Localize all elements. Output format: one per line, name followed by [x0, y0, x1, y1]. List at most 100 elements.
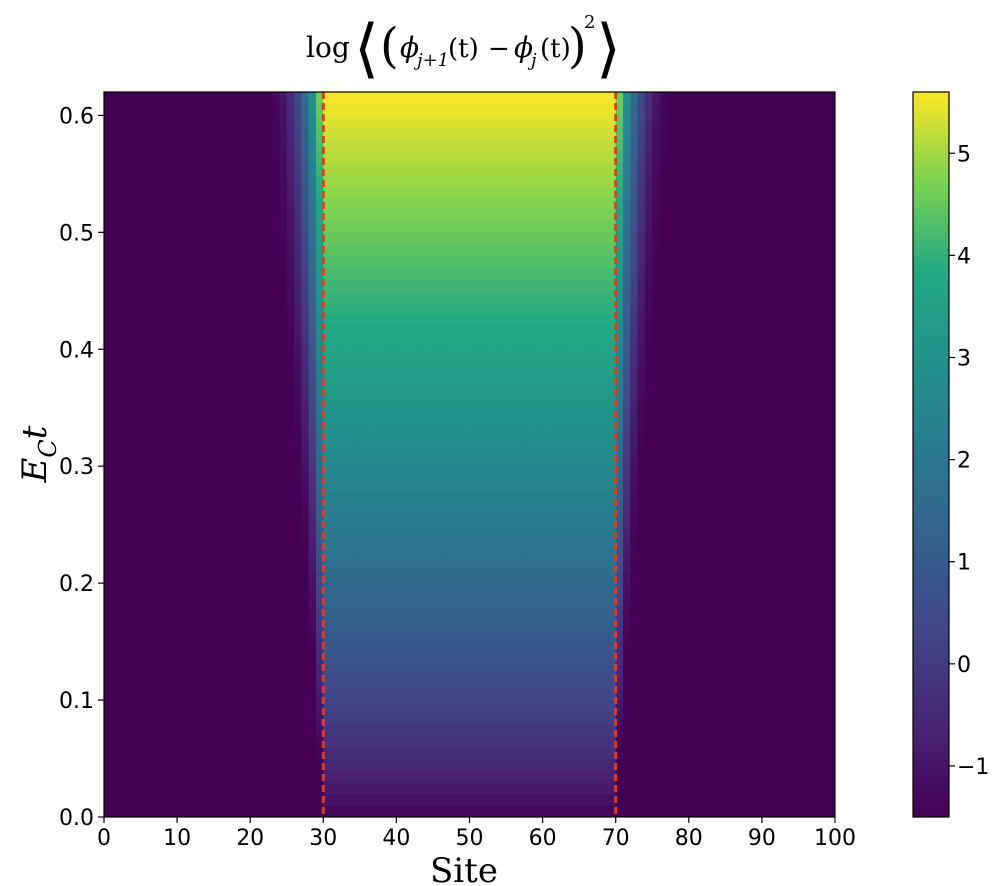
- heatmap-cell: [542, 92, 551, 105]
- title-sub-2: j: [527, 50, 537, 71]
- heatmap-cell: [381, 267, 390, 280]
- heatmap-cell: [520, 711, 529, 725]
- heatmap-cell: [199, 548, 207, 561]
- heatmap-cell: [681, 431, 690, 444]
- heatmap-cell: [169, 162, 178, 175]
- heatmap-cell: [125, 735, 134, 748]
- heatmap-cell: [469, 548, 478, 561]
- heatmap-cell: [637, 232, 646, 245]
- heatmap-cell: [330, 477, 339, 491]
- heatmap-cell: [140, 489, 149, 502]
- heatmap-cell: [447, 524, 456, 537]
- heatmap-cell: [659, 337, 668, 350]
- heatmap-cell: [206, 758, 215, 771]
- heatmap-cell: [264, 244, 273, 257]
- heatmap-cell: [111, 103, 120, 116]
- heatmap-cell: [615, 583, 624, 596]
- heatmap-cell: [630, 793, 639, 806]
- heatmap-cell: [440, 793, 449, 806]
- heatmap-cell: [169, 629, 178, 643]
- heatmap-cell: [615, 419, 624, 432]
- heatmap-cell: [228, 512, 237, 526]
- heatmap-cell: [454, 92, 463, 105]
- heatmap-cell: [381, 138, 390, 152]
- heatmap-cell: [571, 548, 580, 561]
- heatmap-cell: [257, 407, 266, 421]
- heatmap-cell: [418, 618, 427, 631]
- heatmap-cell: [191, 489, 200, 502]
- heatmap-cell: [579, 173, 588, 187]
- heatmap-cell: [520, 92, 529, 105]
- heatmap-cell: [337, 793, 346, 806]
- heatmap-cell: [111, 594, 120, 608]
- heatmap-cell: [177, 360, 186, 374]
- heatmap-cell: [337, 92, 346, 105]
- heatmap-cell: [294, 314, 302, 327]
- heatmap-cell: [147, 466, 156, 479]
- heatmap-cell: [104, 618, 112, 631]
- heatmap-cell: [389, 805, 397, 817]
- heatmap-cell: [359, 232, 368, 245]
- heatmap-cell: [389, 700, 397, 713]
- heatmap-cell: [104, 360, 112, 374]
- heatmap-cell: [491, 302, 500, 315]
- heatmap-cell: [250, 267, 259, 280]
- heatmap-cell: [542, 349, 551, 362]
- heatmap-cell: [630, 267, 639, 280]
- heatmap-cell: [608, 232, 617, 245]
- heatmap-cell: [330, 583, 339, 596]
- heatmap-cell: [162, 512, 171, 526]
- heatmap-cell: [111, 583, 120, 596]
- heatmap-cell: [301, 641, 310, 654]
- heatmap-cell: [652, 337, 661, 350]
- heatmap-cell: [250, 337, 259, 350]
- heatmap-cell: [520, 431, 529, 444]
- heatmap-cell: [506, 594, 514, 608]
- title-power: 2: [584, 12, 595, 33]
- heatmap-cell: [469, 314, 478, 327]
- heatmap-cell: [147, 501, 156, 514]
- heatmap-cell: [498, 559, 507, 573]
- heatmap-cell: [608, 244, 617, 257]
- heatmap-cell: [147, 314, 156, 327]
- heatmap-cell: [206, 302, 215, 315]
- heatmap-cell: [418, 197, 427, 210]
- heatmap-cell: [242, 302, 251, 315]
- heatmap-cell: [579, 746, 588, 760]
- heatmap-cell: [527, 606, 536, 619]
- heatmap-cell: [308, 138, 317, 152]
- heatmap-cell: [118, 150, 127, 163]
- heatmap-cell: [199, 92, 207, 105]
- heatmap-cell: [155, 349, 164, 362]
- heatmap-cell: [257, 688, 266, 701]
- heatmap-cell: [345, 349, 354, 362]
- heatmap-cell: [359, 92, 368, 105]
- heatmap-cell: [615, 746, 624, 760]
- heatmap-cell: [206, 349, 215, 362]
- heatmap-cell: [345, 454, 354, 467]
- heatmap-cell: [396, 758, 405, 771]
- heatmap-cell: [125, 337, 134, 350]
- heatmap-cell: [155, 360, 164, 374]
- heatmap-cell: [228, 220, 237, 233]
- heatmap-cell: [374, 127, 383, 140]
- heatmap-cell: [601, 442, 609, 456]
- heatmap-cell: [162, 594, 171, 608]
- heatmap-cell: [608, 618, 617, 631]
- title-angle-open: ⟨: [354, 12, 379, 86]
- heatmap-cell: [644, 384, 653, 397]
- heatmap-cell: [506, 758, 514, 771]
- heatmap-cell: [403, 770, 412, 783]
- heatmap-cell: [374, 629, 383, 643]
- heatmap-cell: [579, 314, 588, 327]
- heatmap-cell: [308, 512, 317, 526]
- heatmap-cell: [557, 208, 566, 222]
- heatmap-cell: [367, 150, 376, 163]
- heatmap-cell: [191, 372, 200, 385]
- heatmap-cell: [623, 290, 631, 304]
- heatmap-cell: [228, 594, 237, 608]
- heatmap-cell: [615, 314, 624, 327]
- heatmap-cell: [191, 138, 200, 152]
- heatmap-cell: [220, 489, 229, 502]
- heatmap-cell: [315, 723, 324, 736]
